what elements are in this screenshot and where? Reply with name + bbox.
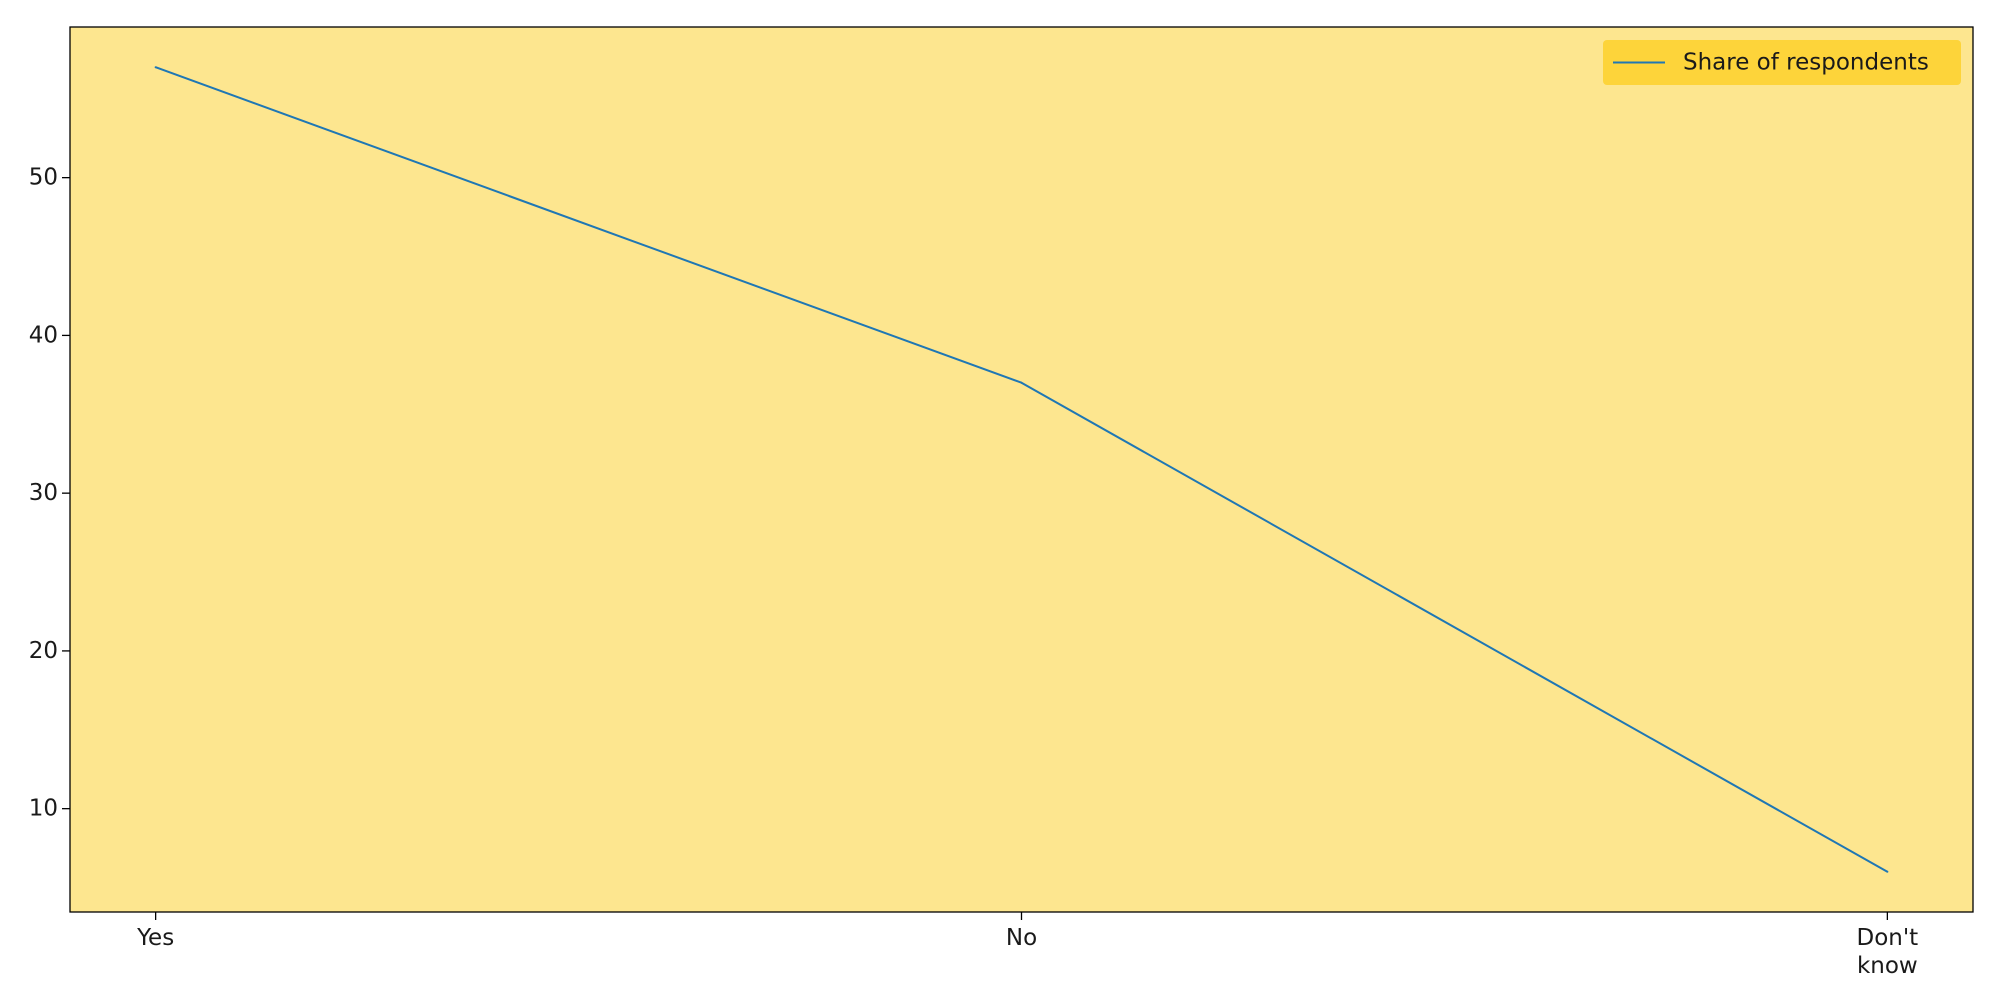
plot-frame [69, 26, 1974, 913]
x-tick-label: Yes [136, 925, 174, 951]
y-tick-label: 30 [29, 480, 58, 506]
x-tick-label: No [1006, 925, 1037, 951]
y-tick-label: 10 [29, 796, 58, 822]
data-point [1886, 870, 1889, 873]
y-tick-label: 20 [29, 638, 58, 664]
y-tick-label: 50 [29, 165, 58, 191]
y-axis: 10 20 30 40 50 [29, 165, 70, 822]
legend: Share of respondents [1603, 40, 1961, 85]
x-tick-label: Don't know [1857, 925, 1919, 979]
legend-label: Share of respondents [1683, 50, 1929, 76]
data-point [1020, 381, 1023, 384]
series-layer [154, 66, 1889, 873]
y-tick-label: 40 [29, 322, 58, 348]
x-axis: Yes No Don't know [136, 912, 1918, 979]
legend-box [1603, 40, 1961, 85]
plot-area [70, 27, 1973, 912]
data-point [154, 66, 157, 69]
